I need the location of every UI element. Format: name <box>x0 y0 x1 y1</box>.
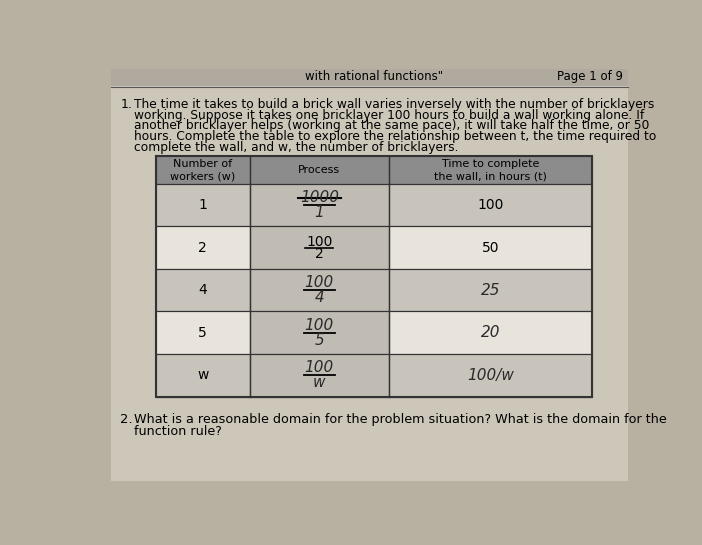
Text: with rational functions": with rational functions" <box>305 70 444 83</box>
Text: 2: 2 <box>315 247 324 261</box>
Bar <box>250 227 389 269</box>
Bar <box>250 156 389 184</box>
Text: w: w <box>313 376 326 390</box>
Text: w: w <box>197 368 208 382</box>
Text: complete the wall, and w, the number of bricklayers.: complete the wall, and w, the number of … <box>134 141 458 154</box>
Text: The time it takes to build a brick wall varies inversely with the number of bric: The time it takes to build a brick wall … <box>134 98 655 111</box>
Text: 100: 100 <box>305 318 334 332</box>
Bar <box>156 269 250 312</box>
Text: 100/w: 100/w <box>467 368 514 383</box>
Text: Process: Process <box>298 165 340 175</box>
Bar <box>156 227 250 269</box>
Bar <box>156 312 250 354</box>
Bar <box>389 269 592 312</box>
Text: 5: 5 <box>199 326 207 340</box>
Text: Page 1 of 9: Page 1 of 9 <box>557 70 623 83</box>
Text: working. Suppose it takes one bricklayer 100 hours to build a wall working alone: working. Suppose it takes one bricklayer… <box>134 108 644 122</box>
Text: 100: 100 <box>477 198 503 212</box>
Text: Time to complete
the wall, in hours (t): Time to complete the wall, in hours (t) <box>434 159 547 181</box>
Text: 1: 1 <box>199 198 207 212</box>
Text: 50: 50 <box>482 241 499 255</box>
Bar <box>156 156 250 184</box>
Bar <box>389 227 592 269</box>
Text: 100: 100 <box>305 275 334 290</box>
Bar <box>389 354 592 397</box>
Text: Number of
workers (w): Number of workers (w) <box>170 159 235 181</box>
Bar <box>389 312 592 354</box>
Bar <box>250 354 389 397</box>
Text: 25: 25 <box>480 283 500 298</box>
Bar <box>250 269 389 312</box>
Text: 2: 2 <box>199 241 207 255</box>
Bar <box>156 184 250 227</box>
Text: 4: 4 <box>199 283 207 297</box>
Text: What is a reasonable domain for the problem situation? What is the domain for th: What is a reasonable domain for the prob… <box>134 414 667 426</box>
Text: 5: 5 <box>314 333 324 348</box>
Text: another bricklayer helps (working at the same pace), it will take half the time,: another bricklayer helps (working at the… <box>134 119 649 132</box>
Text: 1000: 1000 <box>300 190 339 205</box>
Text: 100: 100 <box>306 234 333 249</box>
Bar <box>250 184 389 227</box>
Text: 20: 20 <box>480 325 500 340</box>
Bar <box>156 354 250 397</box>
Bar <box>389 184 592 227</box>
Text: 1.: 1. <box>120 98 132 111</box>
Text: 100: 100 <box>305 360 334 375</box>
Bar <box>250 312 389 354</box>
Text: hours. Complete the table to explore the relationship between t, the time requir: hours. Complete the table to explore the… <box>134 130 656 143</box>
Text: 2.: 2. <box>120 414 133 426</box>
Text: 4: 4 <box>314 290 324 305</box>
Bar <box>389 156 592 184</box>
Text: function rule?: function rule? <box>134 425 222 438</box>
Bar <box>156 156 592 397</box>
Bar <box>111 69 628 86</box>
Text: 1: 1 <box>314 205 324 220</box>
